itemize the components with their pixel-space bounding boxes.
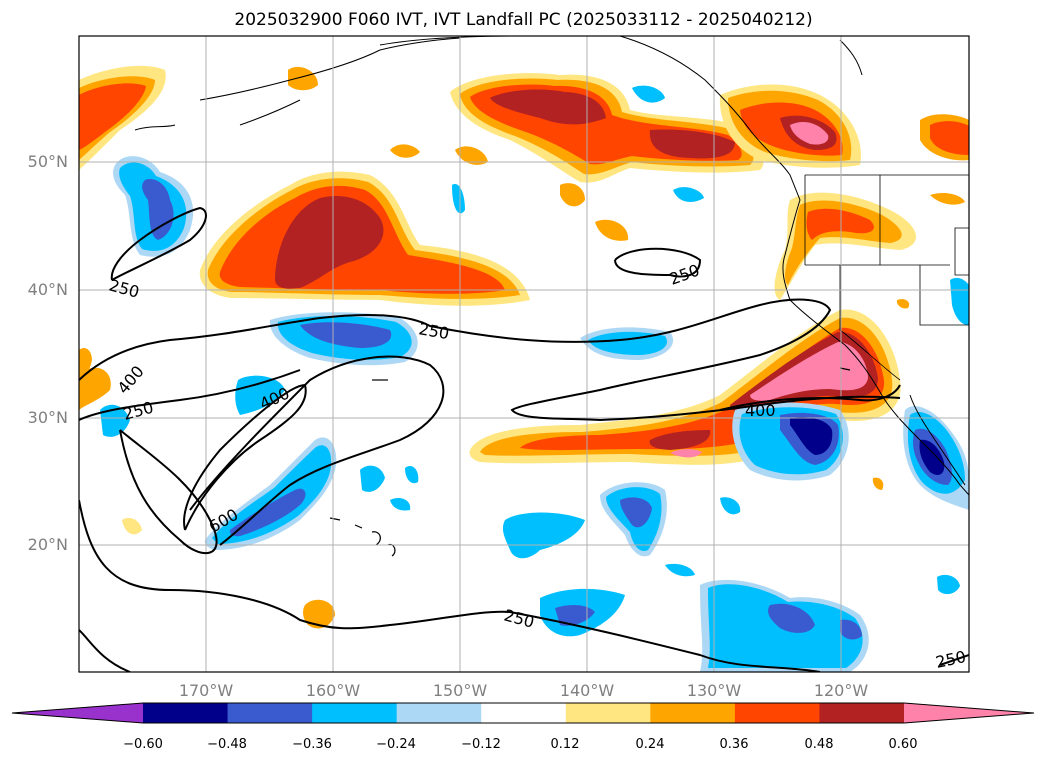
colorbar: [11, 702, 1035, 724]
map-frame: [78, 35, 970, 673]
lat-label-30n: 30°N: [27, 408, 68, 427]
lat-label-50n: 50°N: [27, 152, 68, 171]
contour-label: 400: [745, 401, 776, 420]
colorbar-cell: [481, 703, 567, 723]
colorbar-extend-high: [904, 703, 1034, 723]
lon-label-140w: 140°W: [559, 681, 615, 700]
colorbar-label: −0.12: [461, 737, 501, 752]
contour-label: 250: [934, 647, 968, 672]
colorbar-label: −0.60: [123, 737, 163, 752]
lon-label-170w: 170°W: [178, 681, 234, 700]
lon-label-130w: 130°W: [686, 681, 742, 700]
colorbar-cell: [565, 703, 651, 723]
map-title: 2025032900 F060 IVT, IVT Landfall PC (20…: [234, 10, 813, 30]
contour-label: 400: [114, 362, 148, 398]
contour-label: 250: [667, 260, 702, 288]
map-gridlines: [79, 36, 969, 672]
islands: [329, 367, 851, 557]
lat-label-20n: 20°N: [27, 535, 68, 554]
colorbar-cell: [650, 703, 736, 723]
lon-label-160w: 160°W: [305, 681, 361, 700]
lat-label-40n: 40°N: [27, 280, 68, 299]
colorbar-label: 0.60: [888, 737, 918, 752]
colorbar-label: −0.48: [207, 737, 247, 752]
colorbar-label: 0.24: [635, 737, 665, 752]
state-borders: [804, 174, 969, 381]
contour-label: 250: [417, 319, 450, 343]
positive-ivt-shading: [79, 65, 969, 629]
colorbar-extend-low: [12, 703, 143, 723]
colorbar-cell: [227, 703, 313, 723]
colorbar-label: 0.48: [804, 737, 834, 752]
lon-label-120w: 120°W: [813, 681, 869, 700]
colorbar-cell: [396, 703, 482, 723]
contour-label: 250: [107, 276, 141, 302]
colorbar-cell: [734, 703, 820, 723]
lon-label-150w: 150°W: [432, 681, 488, 700]
ivt-map: 250 250 250 250 250 250 400 400 400 600: [78, 35, 970, 673]
colorbar-cell: [312, 703, 398, 723]
colorbar-label: −0.36: [292, 737, 332, 752]
colorbar-label: 0.36: [719, 737, 749, 752]
contour-label: 250: [502, 606, 536, 632]
ivt-contours: [79, 206, 969, 672]
colorbar-cell: [143, 703, 229, 723]
colorbar-cells: [143, 703, 905, 723]
colorbar-label: 0.12: [550, 737, 580, 752]
negative-ivt-shading: [100, 85, 969, 672]
contour-label: 250: [121, 398, 155, 424]
colorbar-label: −0.24: [376, 737, 416, 752]
colorbar-cell: [819, 703, 905, 723]
